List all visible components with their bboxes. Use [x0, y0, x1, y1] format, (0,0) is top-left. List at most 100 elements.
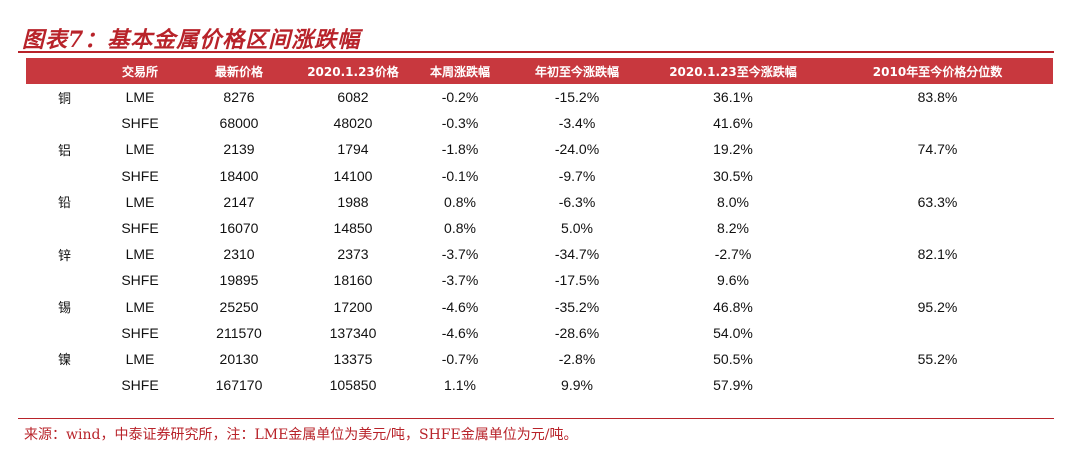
- weekly-change-cell: 1.1%: [444, 377, 476, 394]
- metal-price-table: 交易所 最新价格 2020.1.23价格 本周涨跌幅 年初至今涨跌幅 2020.…: [26, 58, 1053, 398]
- exchange-cell: LME: [125, 350, 155, 367]
- column-header: 交易所: [121, 64, 158, 79]
- exchange-cell: SHFE: [121, 377, 159, 394]
- weekly-change-cell: -0.1%: [441, 167, 479, 184]
- exchange-cell: SHFE: [121, 324, 159, 341]
- column-header: 本周涨跌幅: [429, 64, 490, 79]
- since-0123-change-cell: 54.0%: [713, 324, 753, 341]
- since-0123-change-cell: 30.5%: [713, 167, 753, 184]
- exchange-cell: LME: [125, 141, 155, 158]
- price-0123-cell: 1988: [337, 193, 369, 210]
- price-0123-cell: 13375: [333, 350, 373, 367]
- ytd-change-cell: -15.2%: [554, 89, 600, 106]
- ytd-change-cell: -17.5%: [554, 272, 600, 289]
- metal-name: [26, 372, 98, 398]
- price-0123-cell: 6082: [337, 89, 369, 106]
- percentile-2010-cell: [822, 110, 1053, 136]
- ytd-change-cell: -34.7%: [554, 246, 600, 263]
- column-header: 最新价格: [214, 64, 263, 79]
- column-header: 2020.1.23至今涨跌幅: [669, 64, 797, 79]
- since-0123-change-cell: 9.6%: [717, 272, 749, 289]
- latest-price-cell: 8276: [223, 89, 255, 106]
- percentile-2010-cell: [822, 267, 1053, 293]
- metal-name: 铝: [58, 143, 72, 159]
- weekly-change-cell: -0.2%: [441, 89, 479, 106]
- weekly-change-cell: 0.8%: [444, 193, 476, 210]
- table-row: 锡 LME 25250 17200 -4.6% -35.2% 46.8% 95.2%: [26, 294, 1053, 320]
- weekly-change-cell: -3.7%: [441, 272, 479, 289]
- metal-name: [26, 320, 98, 346]
- since-0123-change-cell: 8.0%: [717, 193, 749, 210]
- metal-name: [26, 215, 98, 241]
- table-row: SHFE 211570 137340 -4.6% -28.6% 54.0%: [26, 320, 1053, 346]
- ytd-change-cell: -35.2%: [554, 298, 600, 315]
- percentile-2010-cell: [822, 372, 1053, 398]
- title-rule: [18, 51, 1054, 53]
- ytd-change-cell: -28.6%: [554, 324, 600, 341]
- percentile-2010-cell: [822, 163, 1053, 189]
- price-0123-cell: 17200: [333, 298, 373, 315]
- column-header: [26, 58, 98, 84]
- metal-name: 铜: [58, 91, 72, 107]
- table-row: 镍 LME 20130 13375 -0.7% -2.8% 50.5% 55.2%: [26, 346, 1053, 372]
- since-0123-change-cell: 36.1%: [713, 89, 753, 106]
- exchange-cell: LME: [125, 89, 155, 106]
- latest-price-cell: 68000: [219, 115, 259, 132]
- column-header: 2010年至今价格分位数: [872, 64, 1003, 79]
- metal-name: 锌: [58, 248, 72, 264]
- since-0123-change-cell: 57.9%: [713, 377, 753, 394]
- weekly-change-cell: -0.7%: [441, 350, 479, 367]
- percentile-2010-cell: 95.2%: [917, 298, 958, 315]
- percentile-2010-cell: [822, 215, 1053, 241]
- ytd-change-cell: 9.9%: [561, 377, 593, 394]
- since-0123-change-cell: 41.6%: [713, 115, 753, 132]
- weekly-change-cell: -0.3%: [441, 115, 479, 132]
- latest-price-cell: 211570: [216, 324, 262, 341]
- exchange-cell: SHFE: [121, 272, 159, 289]
- percentile-2010-cell: 74.7%: [917, 141, 958, 158]
- percentile-2010-cell: 82.1%: [917, 246, 958, 263]
- since-0123-change-cell: 19.2%: [713, 141, 753, 158]
- table-row: SHFE 19895 18160 -3.7% -17.5% 9.6%: [26, 267, 1053, 293]
- metal-name: [26, 163, 98, 189]
- weekly-change-cell: -1.8%: [441, 141, 479, 158]
- percentile-2010-cell: 83.8%: [917, 89, 958, 106]
- price-0123-cell: 48020: [333, 115, 373, 132]
- price-0123-cell: 137340: [329, 324, 377, 341]
- ytd-change-cell: -2.8%: [558, 350, 596, 367]
- latest-price-cell: 2139: [223, 141, 255, 158]
- exchange-cell: LME: [125, 298, 155, 315]
- metal-name: 锡: [58, 301, 72, 317]
- table-row: 铅 LME 2147 1988 0.8% -6.3% 8.0% 63.3%: [26, 189, 1053, 215]
- price-0123-cell: 2373: [337, 246, 369, 263]
- table-row: SHFE 16070 14850 0.8% 5.0% 8.2%: [26, 215, 1053, 241]
- column-header: 2020.1.23价格: [307, 64, 399, 79]
- latest-price-cell: 16070: [219, 220, 259, 237]
- weekly-change-cell: -4.6%: [441, 324, 479, 341]
- latest-price-cell: 2310: [223, 246, 255, 263]
- latest-price-cell: 20130: [219, 350, 259, 367]
- weekly-change-cell: -4.6%: [441, 298, 479, 315]
- table-row: SHFE 18400 14100 -0.1% -9.7% 30.5%: [26, 163, 1053, 189]
- latest-price-cell: 25250: [219, 298, 259, 315]
- ytd-change-cell: -24.0%: [554, 141, 600, 158]
- price-0123-cell: 18160: [333, 272, 373, 289]
- exchange-cell: SHFE: [121, 220, 159, 237]
- exchange-cell: SHFE: [121, 115, 159, 132]
- source-note: 来源：wind，中泰证券研究所，注：LME金属单位为美元/吨，SHFE金属单位为…: [24, 427, 578, 443]
- since-0123-change-cell: 46.8%: [713, 298, 753, 315]
- since-0123-change-cell: 8.2%: [717, 220, 749, 237]
- latest-price-cell: 2147: [223, 193, 255, 210]
- price-0123-cell: 14850: [333, 220, 373, 237]
- exchange-cell: SHFE: [121, 167, 159, 184]
- exchange-cell: LME: [125, 246, 155, 263]
- metal-name: [26, 110, 98, 136]
- exchange-cell: LME: [125, 193, 155, 210]
- metal-name: 铅: [58, 196, 72, 212]
- ytd-change-cell: -3.4%: [558, 115, 596, 132]
- footer-rule: [18, 418, 1054, 419]
- column-header: 年初至今涨跌幅: [534, 64, 619, 79]
- price-0123-cell: 1794: [337, 141, 369, 158]
- weekly-change-cell: -3.7%: [441, 246, 479, 263]
- since-0123-change-cell: -2.7%: [714, 246, 752, 263]
